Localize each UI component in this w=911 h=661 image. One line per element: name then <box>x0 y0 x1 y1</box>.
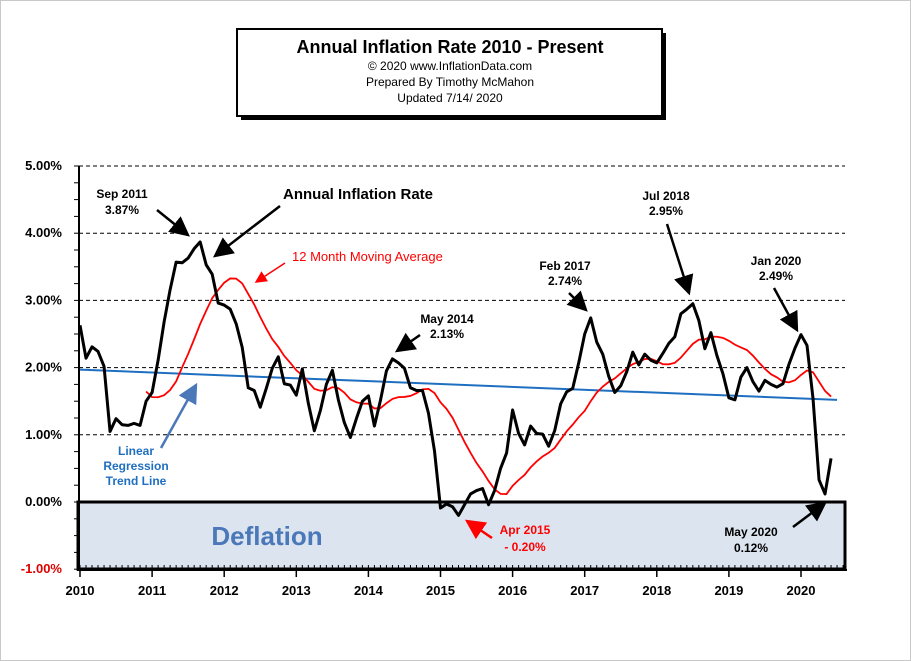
annot-trend-line3: Trend Line <box>106 474 167 488</box>
annot-jul2018-date: Jul 2018 <box>642 189 690 203</box>
x-tick-label: 2016 <box>498 583 527 598</box>
x-tick-label: 2012 <box>210 583 239 598</box>
y-tick-label: 1.00% <box>25 427 62 442</box>
arrow-jul2018 <box>665 223 694 296</box>
x-tick-label: 2018 <box>642 583 671 598</box>
series-layer <box>78 240 838 517</box>
x-tick-label: 2014 <box>354 583 384 598</box>
inflation-rate-line <box>78 240 833 517</box>
y-tick-label: 4.00% <box>25 225 62 240</box>
annot-apr2015-value: - 0.20% <box>504 540 546 554</box>
arrow-may2020 <box>792 501 827 528</box>
prepared-by-text: Prepared By Timothy McMahon <box>366 75 534 89</box>
title-box: Annual Inflation Rate 2010 - Present © 2… <box>236 28 666 120</box>
annot-may2020-date: May 2020 <box>724 525 778 539</box>
arrow-may2014 <box>394 332 421 353</box>
gridlines <box>79 165 845 436</box>
deflation-label: Deflation <box>211 521 322 551</box>
arrow-apr2015 <box>464 519 493 540</box>
x-tick-label: 2013 <box>282 583 311 598</box>
x-tick-label: 2020 <box>787 583 816 598</box>
axes: -1.00% 0.00% 1.00% 2.00% 3.00% 4.00% 5.00% 2010… <box>21 158 847 598</box>
annotations: Sep 2011 3.87% Annual Inflation Rate 12 … <box>96 186 827 555</box>
annot-series-label: Annual Inflation Rate <box>283 186 433 203</box>
annot-jan2020-value: 2.49% <box>759 269 793 283</box>
annot-may2014-value: 2.13% <box>430 327 464 341</box>
arrow-series-label <box>213 205 281 258</box>
arrow-ma <box>254 262 286 283</box>
annot-jul2018-value: 2.95% <box>649 204 683 218</box>
y-tick-label: -1.00% <box>21 561 63 576</box>
arrow-feb2017 <box>566 290 588 312</box>
y-tick-label: 5.00% <box>25 158 62 173</box>
trend-line <box>79 368 838 401</box>
y-tick-label: 3.00% <box>25 292 62 307</box>
updated-text: Updated 7/14/ 2020 <box>397 91 503 105</box>
x-tick-label: 2015 <box>426 583 455 598</box>
x-tick-label: 2019 <box>714 583 743 598</box>
copyright-text: © 2020 www.InflationData.com <box>368 59 532 73</box>
y-tick-label: 0.00% <box>25 494 62 509</box>
annot-apr2015-date: Apr 2015 <box>500 523 551 537</box>
annot-may2020-value: 0.12% <box>734 541 768 555</box>
chart-title: Annual Inflation Rate 2010 - Present <box>296 37 603 57</box>
arrow-sep2011 <box>156 209 190 237</box>
annot-sep2011-date: Sep 2011 <box>96 187 148 201</box>
arrow-jan2020 <box>772 287 799 333</box>
arrow-trend <box>159 382 198 449</box>
x-tick-label: 2011 <box>138 583 166 598</box>
annot-feb2017-date: Feb 2017 <box>539 259 591 273</box>
x-tick-label: 2017 <box>570 583 599 598</box>
annot-feb2017-value: 2.74% <box>548 274 582 288</box>
annot-ma-label: 12 Month Moving Average <box>292 249 443 264</box>
annot-trend-line2: Regression <box>103 459 168 473</box>
y-tick-label: 2.00% <box>25 360 62 375</box>
annot-may2014-date: May 2014 <box>420 312 474 326</box>
annot-trend-line1: Linear <box>118 444 154 458</box>
moving-average-line <box>145 277 832 495</box>
x-tick-label: 2010 <box>66 583 95 598</box>
annot-jan2020-date: Jan 2020 <box>751 254 802 268</box>
annot-sep2011-value: 3.87% <box>105 203 139 217</box>
